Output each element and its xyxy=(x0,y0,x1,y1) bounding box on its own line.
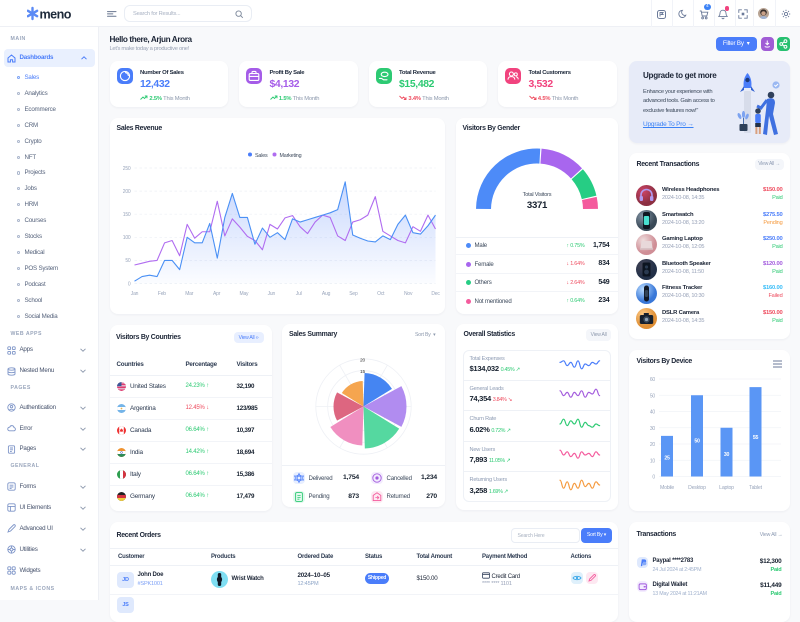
svg-text:Laptop: Laptop xyxy=(719,485,734,491)
svg-text:Apr: Apr xyxy=(212,291,220,297)
svg-text:Sep: Sep xyxy=(349,291,358,297)
svg-text:60: 60 xyxy=(649,377,655,383)
svg-text:Nov: Nov xyxy=(403,291,412,297)
svg-text:20: 20 xyxy=(649,442,655,448)
svg-text:Tablet: Tablet xyxy=(749,485,762,491)
svg-text:200: 200 xyxy=(122,188,130,194)
svg-text:15: 15 xyxy=(360,369,365,375)
svg-text:Jun: Jun xyxy=(267,291,275,297)
svg-text:0: 0 xyxy=(127,281,130,287)
svg-text:Mobile: Mobile xyxy=(659,485,673,491)
svg-text:55: 55 xyxy=(752,435,758,441)
svg-text:40: 40 xyxy=(649,410,655,416)
svg-text:10: 10 xyxy=(649,458,655,464)
svg-text:Desktop: Desktop xyxy=(688,485,706,491)
svg-text:meno: meno xyxy=(40,8,72,22)
svg-text:Oct: Oct xyxy=(377,291,385,297)
svg-text:50: 50 xyxy=(694,438,700,444)
svg-text:Marketing: Marketing xyxy=(279,153,301,159)
svg-text:0: 0 xyxy=(652,475,655,481)
svg-text:250: 250 xyxy=(122,165,130,171)
svg-text:Feb: Feb xyxy=(157,291,165,297)
svg-text:150: 150 xyxy=(122,212,130,218)
svg-text:Total Visitors: Total Visitors xyxy=(522,192,551,198)
svg-text:Jul: Jul xyxy=(295,291,301,297)
svg-text:50: 50 xyxy=(649,393,655,399)
svg-text:3371: 3371 xyxy=(526,200,547,211)
svg-text:25: 25 xyxy=(664,455,670,461)
svg-text:20: 20 xyxy=(360,358,365,364)
svg-text:30: 30 xyxy=(649,426,655,432)
svg-text:30: 30 xyxy=(723,452,729,458)
svg-text:Sales: Sales xyxy=(255,153,268,159)
svg-text:Dec: Dec xyxy=(431,291,440,297)
svg-text:50: 50 xyxy=(125,258,131,264)
svg-text:100: 100 xyxy=(122,235,130,241)
svg-text:Mar: Mar xyxy=(185,291,194,297)
svg-text:May: May xyxy=(239,291,249,297)
svg-text:Aug: Aug xyxy=(321,291,330,297)
svg-text:Jan: Jan xyxy=(130,291,138,297)
